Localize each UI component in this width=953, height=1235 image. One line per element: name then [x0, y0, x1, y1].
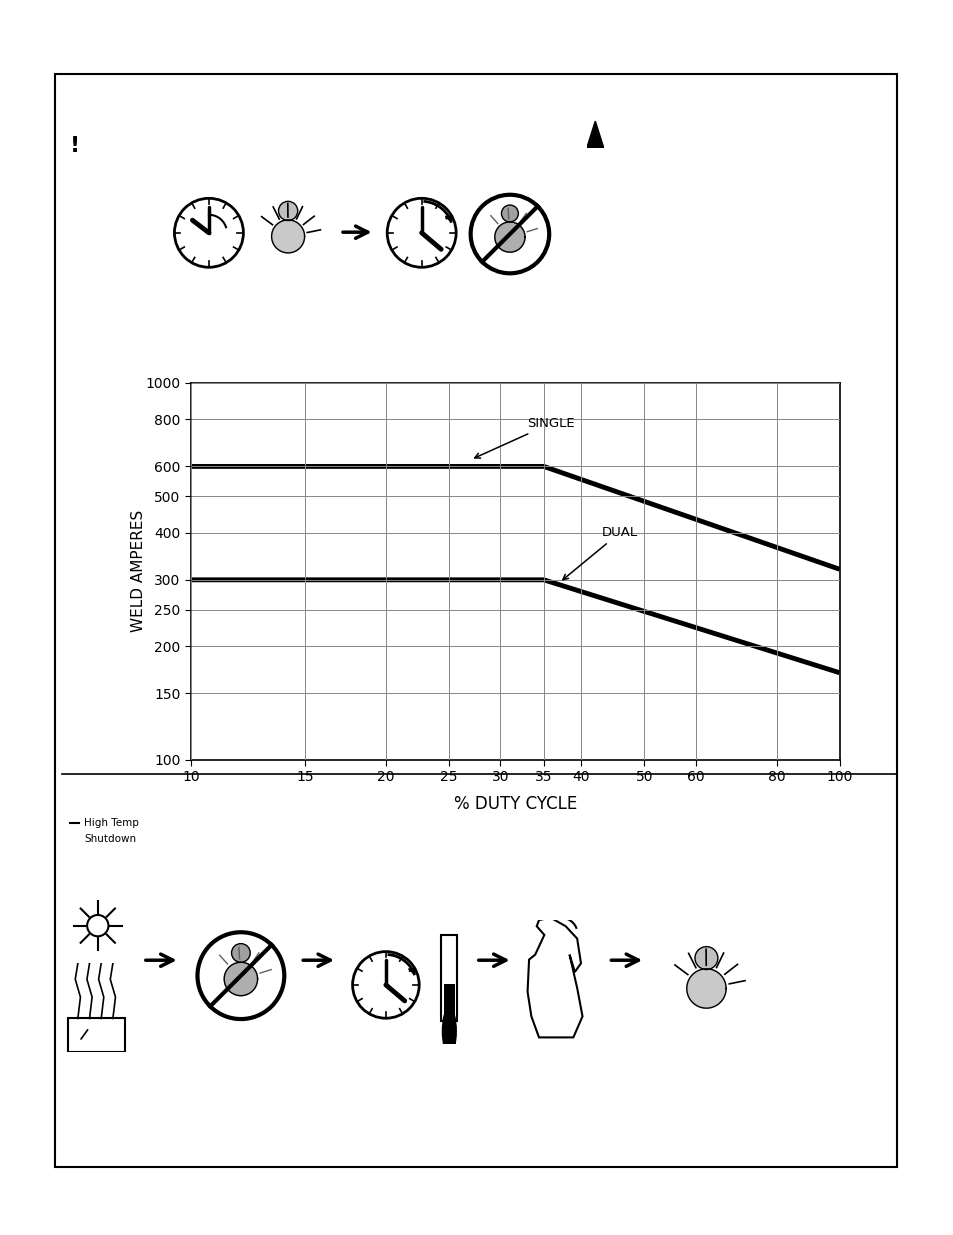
Circle shape [353, 952, 418, 1018]
Polygon shape [272, 220, 304, 253]
Text: DUAL: DUAL [562, 526, 638, 579]
Bar [443, 984, 455, 1019]
Text: High Temp: High Temp [84, 819, 139, 829]
Y-axis label: WELD AMPERES: WELD AMPERES [131, 510, 146, 632]
Bar [68, 1019, 125, 1052]
Polygon shape [527, 918, 582, 1037]
Text: !: ! [71, 136, 80, 156]
Circle shape [442, 1008, 456, 1055]
Text: SINGLE: SINGLE [475, 417, 575, 458]
Circle shape [120, 90, 125, 106]
Text: Shutdown: Shutdown [84, 834, 136, 844]
X-axis label: % DUTY CYCLE: % DUTY CYCLE [453, 795, 577, 813]
Polygon shape [586, 121, 603, 148]
Circle shape [501, 205, 517, 222]
Polygon shape [495, 222, 524, 252]
Circle shape [174, 199, 243, 267]
Polygon shape [686, 968, 725, 1008]
Bar [91, 132, 112, 164]
Polygon shape [67, 96, 84, 163]
Circle shape [694, 947, 717, 969]
Circle shape [232, 944, 250, 962]
Circle shape [278, 201, 297, 221]
Polygon shape [224, 962, 257, 995]
Circle shape [387, 199, 456, 267]
Bar [441, 935, 456, 1021]
